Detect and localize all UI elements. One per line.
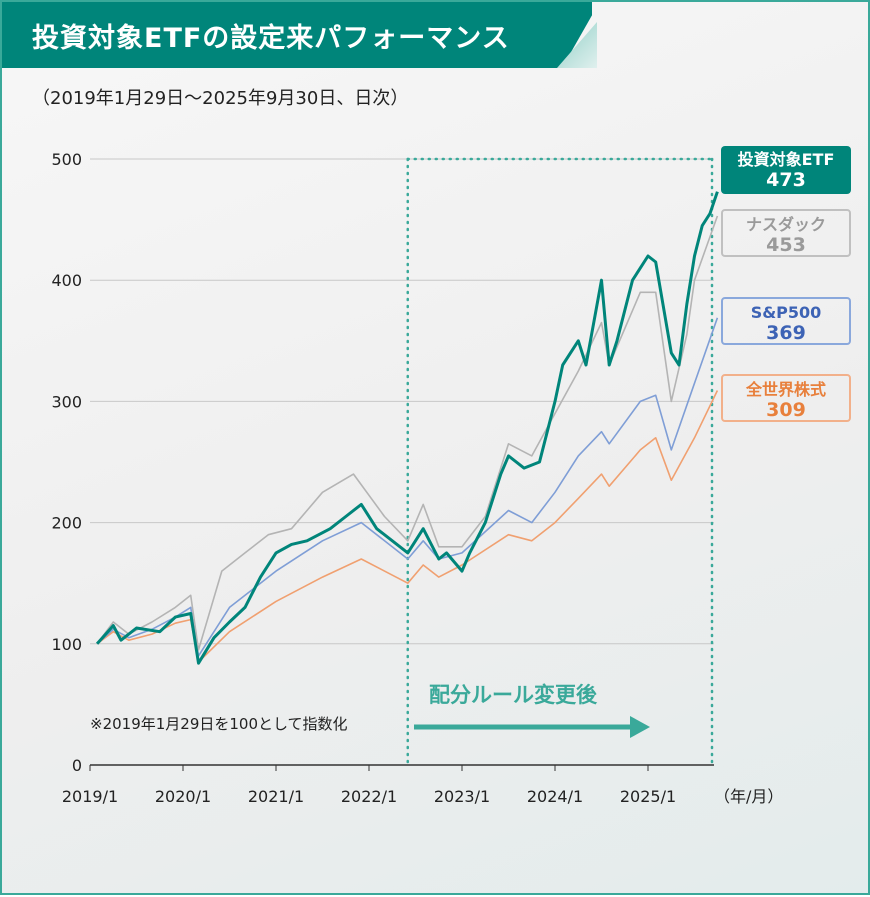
y-tick-label: 400 (51, 271, 82, 290)
chart-title: 投資対象ETFの設定来パフォーマンス (32, 23, 510, 54)
y-tick-label: 200 (51, 514, 82, 533)
legend-world-value: 309 (766, 399, 806, 421)
x-tick-label: 2025/1 (620, 787, 676, 806)
legend-etf: 投資対象ETF 473 (721, 146, 851, 194)
legend-etf-name: 投資対象ETF (737, 150, 835, 169)
legend-world: 全世界株式 309 (721, 374, 851, 422)
legend-nasdaq-value: 453 (766, 234, 806, 256)
x-tick-label: 2021/1 (248, 787, 304, 806)
annotation-arrow-head (630, 716, 650, 738)
x-tick-label: 2019/1 (62, 787, 118, 806)
legend-sp500-value: 369 (766, 322, 806, 344)
x-tick-label: 2024/1 (527, 787, 583, 806)
x-tick-label: 2023/1 (434, 787, 490, 806)
chart-subtitle: （2019年1月29日〜2025年9月30日、日次） (32, 88, 409, 109)
index-note: ※2019年1月29日を100として指数化 (90, 715, 348, 733)
y-tick-label: 0 (72, 756, 82, 775)
y-tick-label: 100 (51, 635, 82, 654)
legend-sp500: S&P500 369 (721, 297, 851, 345)
series-line-nasdaq (96, 215, 719, 651)
series-line-world (96, 390, 719, 663)
rule-change-annotation: 配分ルール変更後 (429, 683, 598, 707)
title-banner (2, 2, 592, 68)
x-tick-label: 2020/1 (155, 787, 211, 806)
legend-nasdaq-name: ナスダック (745, 215, 826, 234)
legend-world-name: 全世界株式 (745, 380, 826, 399)
x-tick-label: 2022/1 (341, 787, 397, 806)
legend-nasdaq: ナスダック 453 (721, 209, 851, 257)
legend-etf-value: 473 (766, 169, 806, 191)
series-line-etf (95, 191, 719, 665)
y-tick-label: 500 (51, 150, 82, 169)
legend-sp500-name: S&P500 (750, 303, 822, 322)
y-tick-label: 300 (51, 392, 82, 411)
x-axis-unit-label: （年/月） (714, 787, 783, 806)
